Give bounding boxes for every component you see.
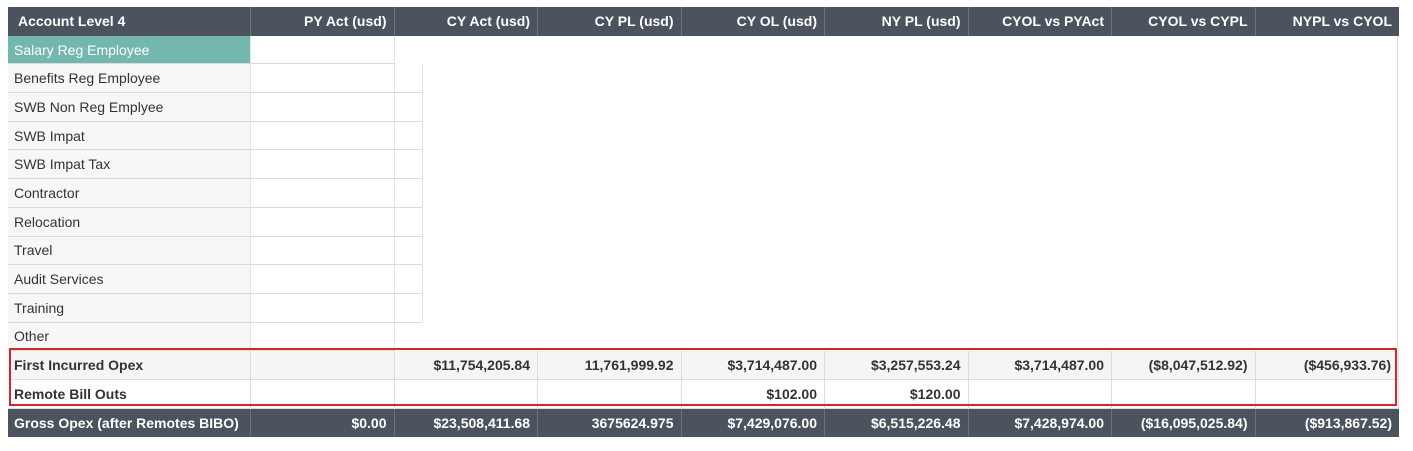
- table-cell: [394, 64, 423, 94]
- account-label[interactable]: Other: [8, 322, 251, 352]
- table-cell[interactable]: [251, 179, 395, 208]
- summary-value[interactable]: $3,714,487.00: [681, 351, 825, 380]
- account-label[interactable]: SWB Impat Tax: [8, 150, 251, 180]
- summary-value[interactable]: [538, 379, 682, 409]
- table-row[interactable]: Training: [8, 293, 1399, 323]
- account-label[interactable]: SWB Non Reg Emplyee: [8, 93, 251, 122]
- column-header-cyol-vs-pyact[interactable]: CYOL vs PYAct: [968, 7, 1112, 36]
- summary-value[interactable]: $120.00: [825, 379, 969, 409]
- table-cell: [394, 150, 423, 180]
- footer-label: Gross Opex (after Remotes BIBO): [8, 408, 251, 438]
- table-cell[interactable]: [251, 236, 395, 266]
- opex-grid: Account Level 4 PY Act (usd) CY Act (usd…: [8, 7, 1399, 438]
- table-cell: [422, 64, 1399, 94]
- table-cell[interactable]: [251, 322, 395, 352]
- footer-value: $7,428,974.00: [968, 408, 1112, 438]
- summary-value[interactable]: $102.00: [681, 379, 825, 409]
- column-header-ny-pl[interactable]: NY PL (usd): [825, 7, 969, 36]
- table-cell: [394, 179, 423, 208]
- table-cell[interactable]: [251, 207, 395, 237]
- table-row[interactable]: SWB Impat Tax: [8, 150, 1399, 180]
- table-cell: [422, 265, 1399, 294]
- footer-row-gross-opex: Gross Opex (after Remotes BIBO) $0.00 $2…: [8, 408, 1399, 438]
- pane-divider: [1397, 36, 1398, 348]
- summary-value[interactable]: $3,714,487.00: [968, 351, 1112, 380]
- table-cell[interactable]: [251, 150, 395, 180]
- table-cell: [394, 207, 423, 237]
- table-cell[interactable]: [251, 93, 395, 122]
- footer-value: ($913,867.52): [1255, 408, 1399, 438]
- table-cell: [394, 293, 423, 323]
- table-row[interactable]: SWB Impat: [8, 121, 1399, 151]
- column-header-cy-act[interactable]: CY Act (usd): [394, 7, 538, 36]
- summary-value[interactable]: [394, 379, 538, 409]
- table-cell: [422, 207, 1399, 237]
- table-cell: [394, 265, 423, 294]
- column-header-account[interactable]: Account Level 4: [8, 7, 251, 36]
- footer-value: $6,515,226.48: [825, 408, 969, 438]
- table-row[interactable]: Benefits Reg Employee: [8, 64, 1399, 94]
- table-row[interactable]: SWB Non Reg Emplyee: [8, 93, 1399, 122]
- summary-row-remote-bill-outs[interactable]: Remote Bill Outs $102.00 $120.00: [8, 379, 1399, 409]
- summary-value[interactable]: 11,761,999.92: [538, 351, 682, 380]
- column-header-cy-ol[interactable]: CY OL (usd): [681, 7, 825, 36]
- account-label[interactable]: Training: [8, 293, 251, 323]
- account-label[interactable]: Benefits Reg Employee: [8, 64, 251, 94]
- summary-value[interactable]: $11,754,205.84: [394, 351, 538, 380]
- column-header-cy-pl[interactable]: CY PL (usd): [538, 7, 682, 36]
- summary-value[interactable]: ($456,933.76): [1255, 351, 1399, 380]
- account-label[interactable]: Relocation: [8, 207, 251, 237]
- summary-value[interactable]: $3,257,553.24: [825, 351, 969, 380]
- summary-label: Remote Bill Outs: [8, 379, 251, 409]
- summary-value[interactable]: [1112, 379, 1256, 409]
- table-cell[interactable]: [251, 35, 395, 65]
- table-cell: [394, 35, 1399, 65]
- summary-value[interactable]: [1255, 379, 1399, 409]
- table-row[interactable]: Contractor: [8, 179, 1399, 208]
- summary-value[interactable]: [968, 379, 1112, 409]
- table-row[interactable]: Audit Services: [8, 265, 1399, 294]
- footer-value: $0.00: [251, 408, 395, 438]
- footer-value: $7,429,076.00: [681, 408, 825, 438]
- summary-row-first-incurred-opex[interactable]: First Incurred Opex $11,754,205.84 11,76…: [8, 351, 1399, 380]
- account-label[interactable]: SWB Impat: [8, 121, 251, 151]
- table-cell: [422, 121, 1399, 151]
- account-label[interactable]: Salary Reg Employee: [8, 35, 251, 65]
- table-row[interactable]: Travel: [8, 236, 1399, 266]
- summary-value[interactable]: [251, 379, 395, 409]
- footer-value: ($16,095,025.84): [1112, 408, 1256, 438]
- table-row[interactable]: Salary Reg Employee: [8, 35, 1399, 65]
- table-cell[interactable]: [251, 293, 395, 323]
- table-cell: [394, 93, 423, 122]
- column-header-cyol-vs-cypl[interactable]: CYOL vs CYPL: [1112, 7, 1256, 36]
- table-cell[interactable]: [251, 64, 395, 94]
- summary-value[interactable]: ($8,047,512.92): [1112, 351, 1256, 380]
- table-cell: [422, 150, 1399, 180]
- footer-value: 3675624.975: [538, 408, 682, 438]
- table-cell: [394, 322, 1399, 352]
- table-cell: [394, 236, 423, 266]
- summary-value[interactable]: [251, 351, 395, 380]
- table-cell: [422, 93, 1399, 122]
- account-label[interactable]: Contractor: [8, 179, 251, 208]
- column-header-nypl-vs-cyol[interactable]: NYPL vs CYOL: [1255, 7, 1399, 36]
- table-cell: [422, 293, 1399, 323]
- table-row[interactable]: Other: [8, 322, 1399, 352]
- footer-value: $23,508,411.68: [394, 408, 538, 438]
- table-cell[interactable]: [251, 265, 395, 294]
- account-label[interactable]: Audit Services: [8, 265, 251, 294]
- summary-label: First Incurred Opex: [8, 351, 251, 380]
- column-header-py-act[interactable]: PY Act (usd): [251, 7, 395, 36]
- table-cell: [422, 236, 1399, 266]
- table-cell: [394, 121, 423, 151]
- header-row: Account Level 4 PY Act (usd) CY Act (usd…: [8, 7, 1399, 36]
- table-row[interactable]: Relocation: [8, 207, 1399, 237]
- account-label[interactable]: Travel: [8, 236, 251, 266]
- table-cell: [422, 179, 1399, 208]
- table-cell[interactable]: [251, 121, 395, 151]
